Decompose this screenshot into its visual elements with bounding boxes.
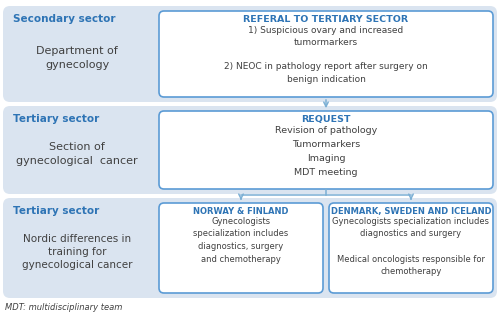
Text: REFERAL TO TERTIARY SECTOR: REFERAL TO TERTIARY SECTOR: [244, 15, 408, 24]
Text: Tertiary sector: Tertiary sector: [13, 114, 99, 124]
Text: Section of
gynecological  cancer: Section of gynecological cancer: [16, 142, 138, 166]
FancyBboxPatch shape: [329, 203, 493, 293]
Text: Nordic differences in
training for
gynecological cancer: Nordic differences in training for gynec…: [22, 234, 132, 270]
Text: DENMARK, SWEDEN AND ICELAND: DENMARK, SWEDEN AND ICELAND: [330, 207, 492, 216]
Text: Secondary sector: Secondary sector: [13, 14, 116, 24]
FancyBboxPatch shape: [3, 6, 497, 102]
Text: Department of
gynecology: Department of gynecology: [36, 46, 118, 70]
FancyBboxPatch shape: [3, 198, 497, 298]
Text: REQUEST: REQUEST: [301, 115, 351, 124]
FancyBboxPatch shape: [159, 11, 493, 97]
Text: Gynecologists
specialization includes
diagnostics, surgery
and chemotherapy: Gynecologists specialization includes di…: [194, 217, 288, 264]
Text: NORWAY & FINLAND: NORWAY & FINLAND: [193, 207, 289, 216]
FancyBboxPatch shape: [159, 203, 323, 293]
Text: MDT: multidisciplinary team: MDT: multidisciplinary team: [5, 302, 122, 312]
FancyBboxPatch shape: [159, 111, 493, 189]
Text: Revision of pathology
Tumormarkers
Imaging
MDT meeting: Revision of pathology Tumormarkers Imagi…: [275, 126, 377, 177]
Text: 1) Suspicious ovary and increased
tumormarkers

2) NEOC in pathology report afte: 1) Suspicious ovary and increased tumorm…: [224, 26, 428, 84]
Text: Tertiary sector: Tertiary sector: [13, 206, 99, 216]
FancyBboxPatch shape: [3, 106, 497, 194]
Text: Gynecologists specialization includes
diagnostics and surgery

Medical oncologis: Gynecologists specialization includes di…: [332, 217, 490, 276]
